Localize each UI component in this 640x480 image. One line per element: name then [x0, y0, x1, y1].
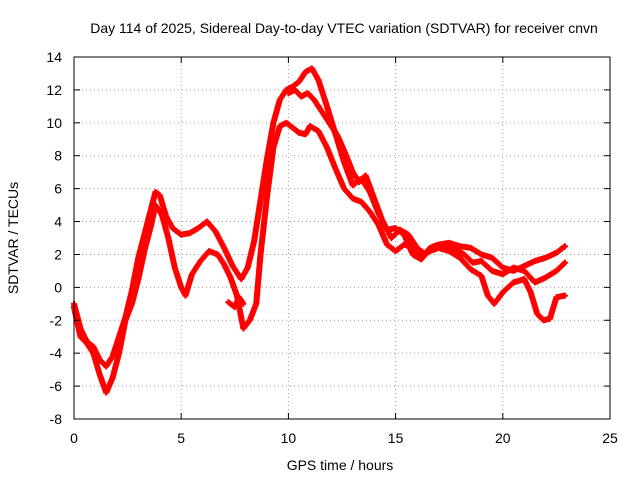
- chart-marks: [71, 65, 568, 396]
- x-tick-label: 15: [388, 430, 404, 446]
- x-tick-label: 10: [281, 430, 297, 446]
- y-axis: -8 -6 -4 -2 0 2 4 6 8 10 12 14: [46, 49, 610, 427]
- y-tick-label: 14: [46, 49, 62, 65]
- data-point: [240, 300, 247, 307]
- x-tick-label: 0: [70, 430, 78, 446]
- y-axis-label: SDTVAR / TECUs: [5, 182, 21, 294]
- y-tick-label: -2: [50, 312, 63, 328]
- y-tick-label: -6: [50, 378, 63, 394]
- series-track-b: [71, 119, 568, 396]
- x-tick-label: 5: [177, 430, 185, 446]
- y-tick-label: 8: [54, 148, 62, 164]
- x-tick-label: 25: [602, 430, 618, 446]
- y-tick-label: 0: [54, 279, 62, 295]
- y-tick-label: 2: [54, 246, 62, 262]
- y-tick-label: 6: [54, 181, 62, 197]
- y-tick-label: -8: [50, 411, 63, 427]
- y-tick-label: -4: [50, 345, 63, 361]
- series-track-c: [285, 86, 568, 286]
- chart-title: Day 114 of 2025, Sidereal Day-to-day VTE…: [90, 20, 598, 36]
- y-tick-label: 4: [54, 214, 62, 230]
- y-tick-label: 10: [46, 115, 62, 131]
- x-axis-label: GPS time / hours: [287, 457, 394, 473]
- data-point: [561, 243, 568, 250]
- x-tick-label: 20: [495, 430, 511, 446]
- series-track-d: [225, 294, 247, 311]
- y-tick-label: 12: [46, 82, 62, 98]
- data-point: [561, 259, 568, 266]
- x-axis: 0 5 10 15 20 25: [70, 57, 618, 446]
- plot-frame: [73, 56, 611, 420]
- data-point: [561, 292, 568, 299]
